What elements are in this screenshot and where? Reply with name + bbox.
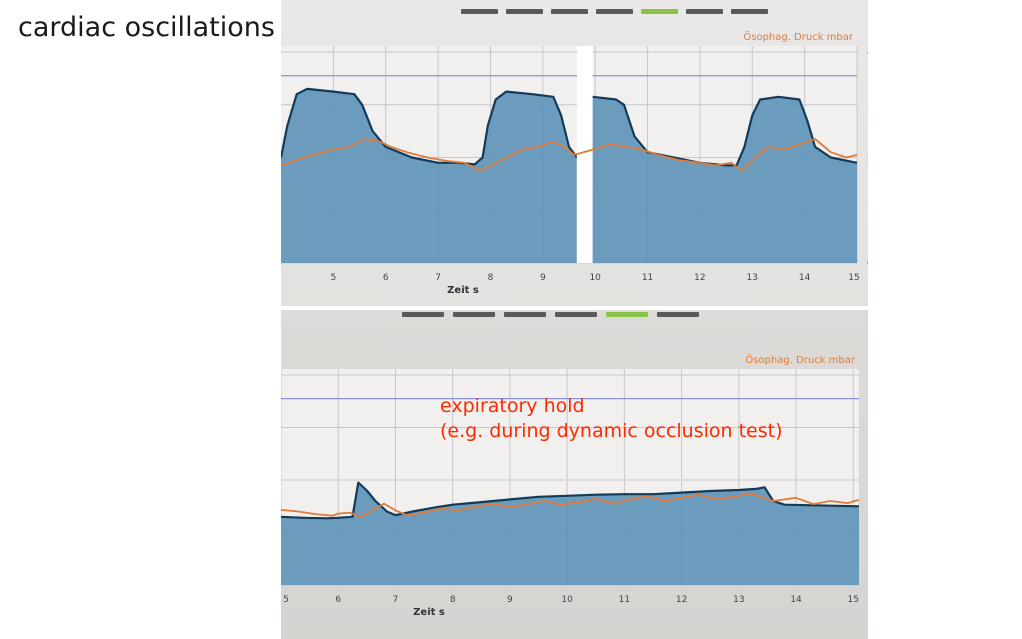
x-tick-label: 11 <box>619 595 630 605</box>
x-tick-label: 13 <box>733 595 744 605</box>
monitor-photo-bottom: 01020304056789101112131415Zeit sÖsophag.… <box>281 310 868 639</box>
pressure-area <box>281 482 859 585</box>
status-tab <box>641 9 678 14</box>
x-tick-label: 6 <box>335 595 341 605</box>
pressure-outline <box>281 87 578 166</box>
pressure-area <box>281 88 577 264</box>
status-tab <box>606 312 648 317</box>
y-tick-label: 40 <box>867 48 868 58</box>
status-tab <box>506 9 543 14</box>
esophageal-pressure-chart-top: 0 10 20 30 40 5 6 7 8 9 10 11 12 13 14 15 Zeit s Ösophag.… <box>281 9 868 296</box>
x-tick-label: 6 <box>383 273 389 283</box>
chart-title: Ösophag. Druck mbar <box>743 30 854 43</box>
status-tab <box>731 9 768 14</box>
pressure-area <box>592 96 857 263</box>
x-tick-label: 8 <box>450 595 456 605</box>
slide-title: cardiac oscillations <box>18 12 275 43</box>
esophageal-pressure-chart-bottom: 01020304056789101112131415Zeit sÖsophag.… <box>281 312 860 618</box>
x-tick-label: 12 <box>676 595 687 605</box>
x-tick-label: 7 <box>435 273 441 283</box>
x-tick-label: 9 <box>540 273 546 283</box>
esophageal-pressure-line <box>281 492 860 518</box>
pressure-outline <box>281 481 860 520</box>
x-axis-label: Zeit s <box>447 285 479 296</box>
x-tick-label: 14 <box>790 595 802 605</box>
measurement-gap <box>576 46 593 263</box>
annotation-text: expiratory hold <box>440 395 585 417</box>
status-tab <box>551 9 588 14</box>
pressure-outline <box>592 95 858 167</box>
monitor-photo-top: 0 10 20 30 40 5 6 7 8 9 10 11 12 13 14 15 Zeit s Ösophag.… <box>281 0 868 306</box>
x-tick-label: 5 <box>330 273 336 283</box>
x-tick-label: 14 <box>799 273 811 283</box>
x-tick-label: 10 <box>561 595 573 605</box>
x-tick-label: 7 <box>393 595 399 605</box>
y-tick-label: 10 <box>867 206 868 216</box>
esophageal-pressure-line <box>281 138 858 172</box>
x-tick-label: 15 <box>848 273 859 283</box>
annotation-text: (e.g. during dynamic occlusion test) <box>440 420 783 442</box>
y-tick-label: 30 <box>867 101 868 111</box>
status-tab <box>555 312 597 317</box>
status-tab <box>402 312 444 317</box>
y-tick-label: 0 <box>867 259 868 269</box>
x-tick-label: 10 <box>589 273 601 283</box>
x-axis-label: Zeit s <box>413 607 445 618</box>
chart-title: Ösophag. Druck mbar <box>745 353 856 366</box>
x-tick-label: 15 <box>848 595 859 605</box>
status-tab <box>461 9 498 14</box>
x-tick-label: 5 <box>283 595 289 605</box>
x-tick-label: 8 <box>488 273 494 283</box>
x-tick-label: 13 <box>747 273 758 283</box>
status-tab <box>596 9 633 14</box>
y-tick-label: 20 <box>867 154 868 164</box>
x-tick-label: 11 <box>642 273 653 283</box>
status-tab <box>657 312 699 317</box>
x-tick-label: 9 <box>507 595 513 605</box>
x-tick-label: 12 <box>694 273 705 283</box>
status-tab <box>453 312 495 317</box>
status-tab <box>686 9 723 14</box>
status-tab <box>504 312 546 317</box>
